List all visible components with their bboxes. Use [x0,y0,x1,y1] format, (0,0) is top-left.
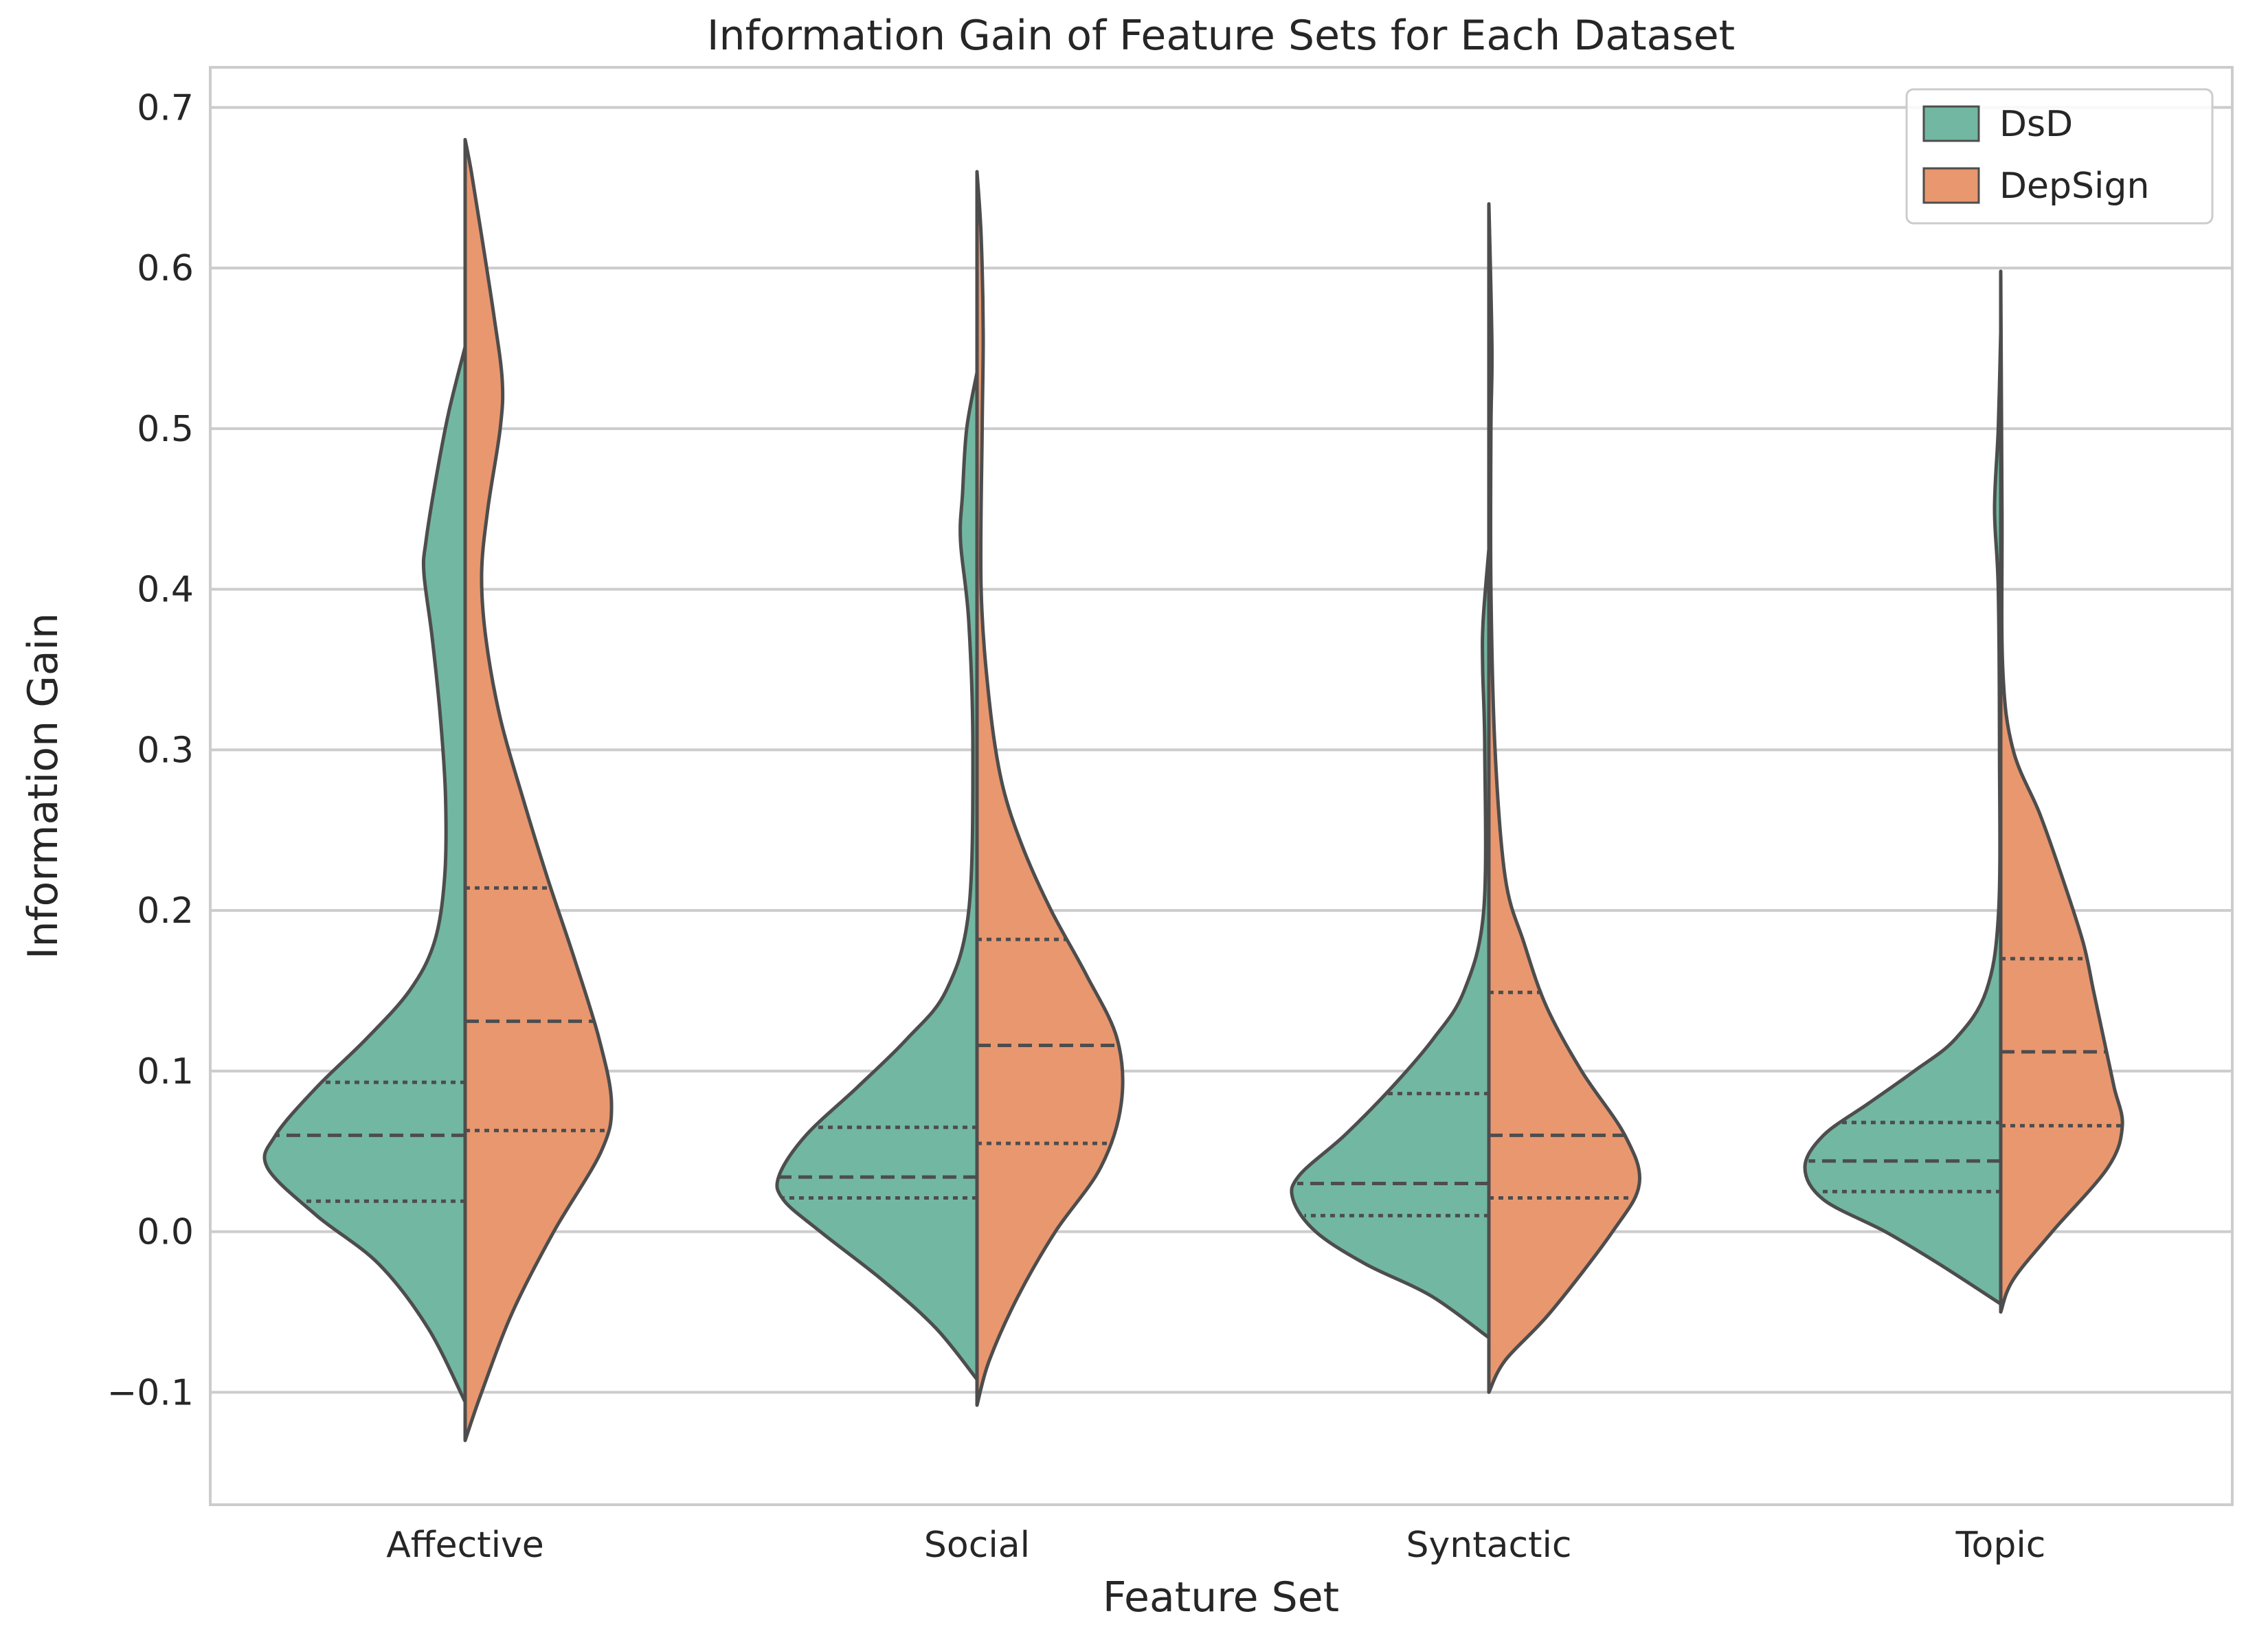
y-tick-labels: −0.1 0.0 0.1 0.2 0.3 0.4 0.5 0.6 0.7 [107,87,194,1413]
legend: DsD DepSign [1905,88,2214,225]
violin-depsign-topic [1999,269,2124,1314]
y-tick-label: 0.7 [137,87,194,128]
x-tick-label-social: Social [924,1525,1030,1566]
violin-dsd-topic [1803,330,2003,1306]
legend-label-depsign: DepSign [1999,166,2149,207]
violin-dsd-affective [262,345,467,1404]
y-tick-label: 0.3 [137,730,194,771]
violin-body [975,170,1125,1407]
plot-frame [209,66,2234,1506]
x-tick-label-affective: Affective [386,1525,544,1566]
violin-depsign-affective [463,137,614,1442]
x-axis-label: Feature Set [1103,1573,1339,1622]
chart-title: Information Gain of Feature Sets for Eac… [707,12,1735,60]
legend-swatch-depsign [1922,167,1980,204]
violin-depsign-syntactic [1487,202,1642,1394]
y-tick-label: 0.4 [137,570,194,611]
violins [262,137,2124,1442]
legend-frame [1905,88,2214,225]
y-tick-label: 0.5 [137,409,194,450]
legend-swatch-dsd [1922,105,1980,142]
y-tick-label: −0.1 [107,1372,194,1413]
violin-depsign-social [975,170,1125,1407]
violin-body [463,137,614,1442]
y-tick-label: 0.1 [137,1051,194,1092]
x-tick-label-syntactic: Syntactic [1406,1525,1571,1566]
violin-body [1290,547,1491,1340]
y-axis-label: Information Gain [19,613,67,959]
y-tick-label: 0.0 [137,1212,194,1253]
violin-dsd-social [775,370,979,1382]
violin-body [262,345,467,1404]
legend-label-dsd: DsD [1999,104,2073,145]
y-tick-label: 0.2 [137,890,194,932]
violin-dsd-syntactic [1290,547,1491,1340]
x-tick-label-topic: Topic [1955,1525,2046,1566]
plot-background [210,67,2232,1505]
x-tick-labels: Affective Social Syntactic Topic [386,1525,2045,1566]
violin-body [1803,330,2003,1306]
y-tick-label: 0.6 [137,248,194,289]
violin-body [1487,202,1642,1394]
